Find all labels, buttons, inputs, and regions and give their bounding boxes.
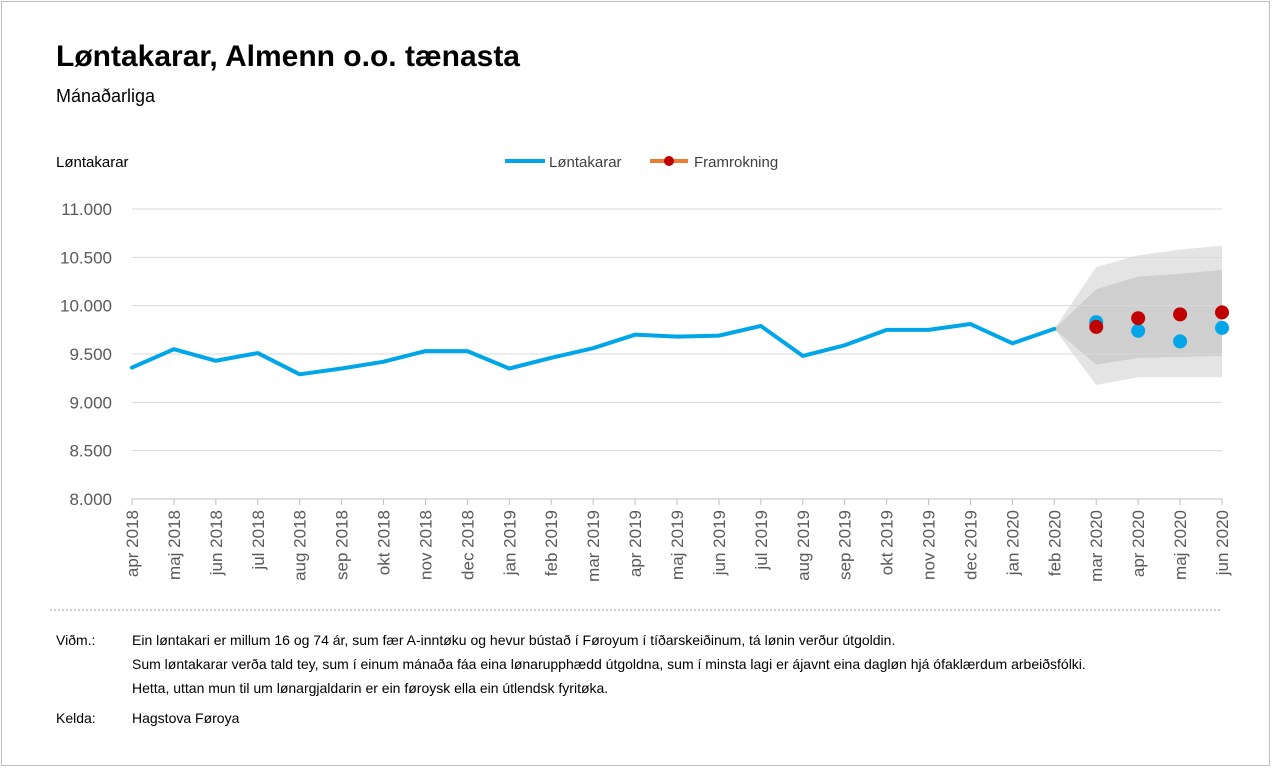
notes-row: Viðm.: Ein løntakari er millum 16 og 74 … <box>56 628 1086 700</box>
y-tick-label: 8.500 <box>69 442 112 461</box>
x-tick-label: apr 2020 <box>1129 510 1148 577</box>
actual-point <box>1131 323 1146 338</box>
y-tick-label: 9.000 <box>69 393 112 412</box>
x-tick-label: aug 2019 <box>794 510 813 581</box>
x-tick-label: jul 2019 <box>752 510 771 571</box>
x-tick-label: okt 2019 <box>878 510 897 575</box>
legend-label-framrokning: Framrokning <box>694 154 778 171</box>
x-tick-label: apr 2019 <box>626 510 645 577</box>
series-line-lontakarar <box>130 322 1057 377</box>
y-tick-label: 10.500 <box>60 248 112 267</box>
legend-label-lontakarar: Løntakarar <box>549 154 622 171</box>
x-tick-label: okt 2018 <box>375 510 394 575</box>
x-tick-label: dec 2019 <box>961 510 980 580</box>
x-tick-label: jul 2018 <box>249 510 268 571</box>
source-row: Kelda: Hagstova Føroya <box>56 706 1086 730</box>
line-chart: Løntakarar Løntakarar Framrokning 8.000 8… <box>50 154 1232 611</box>
x-tick-label: feb 2019 <box>542 510 561 576</box>
notes-body: Ein løntakari er millum 16 og 74 ár, sum… <box>132 628 1086 700</box>
source-text: Hagstova Føroya <box>132 710 240 726</box>
source-label: Kelda: <box>56 710 96 726</box>
forecast-point <box>1215 305 1229 320</box>
y-tick-label: 8.000 <box>69 490 112 509</box>
legend-marker-framrokning <box>664 156 674 166</box>
actual-point <box>1215 320 1229 335</box>
x-tick-label: jun 2018 <box>207 510 226 576</box>
y-tick-label: 10.000 <box>60 297 112 316</box>
x-tick-label: maj 2020 <box>1171 510 1190 580</box>
x-tick-label: maj 2018 <box>165 510 184 580</box>
x-tick-label: nov 2019 <box>920 510 939 580</box>
chart-legend: Løntakarar Framrokning <box>505 154 778 171</box>
note-line-1: Ein løntakari er millum 16 og 74 ár, sum… <box>132 632 896 648</box>
note-line-3: Hetta, uttan mun til um lønargjaldarin e… <box>132 680 609 696</box>
y-axis-label: Løntakarar <box>56 154 129 171</box>
x-tick-label: mar 2020 <box>1087 510 1106 582</box>
x-tick-label: sep 2019 <box>836 510 855 580</box>
x-tick-label: sep 2018 <box>333 510 352 580</box>
notes-label: Viðm.: <box>56 632 96 648</box>
forecast-point <box>1089 319 1104 334</box>
x-tick-label: aug 2018 <box>291 510 310 581</box>
x-tick-label: feb 2020 <box>1045 510 1064 576</box>
x-tick-label: jun 2019 <box>710 510 729 576</box>
x-tick-label: apr 2018 <box>123 510 142 577</box>
y-tick-label: 9.500 <box>69 345 112 364</box>
note-line-2: Sum løntakarar verða tald tey, sum í ein… <box>132 656 1086 672</box>
x-tick-label: nov 2018 <box>416 510 435 580</box>
y-tick-label: 11.000 <box>61 200 112 219</box>
x-tick-label: maj 2019 <box>668 510 687 580</box>
forecast-point <box>1173 307 1188 322</box>
chart-subtitle: Mánaðarliga <box>56 86 156 106</box>
x-tick-label: mar 2019 <box>584 510 603 582</box>
x-tick-label: jan 2020 <box>1003 510 1022 576</box>
x-tick-label: dec 2018 <box>458 510 477 580</box>
chart-notes: Viðm.: Ein løntakari er millum 16 og 74 … <box>56 628 1086 730</box>
actual-point <box>1173 334 1188 349</box>
forecast-point <box>1131 311 1146 326</box>
chart-title: Løntakarar, Almenn o.o. tænasta <box>56 40 520 73</box>
x-tick-label: jan 2019 <box>500 510 519 576</box>
x-tick-label: jun 2020 <box>1213 510 1232 576</box>
